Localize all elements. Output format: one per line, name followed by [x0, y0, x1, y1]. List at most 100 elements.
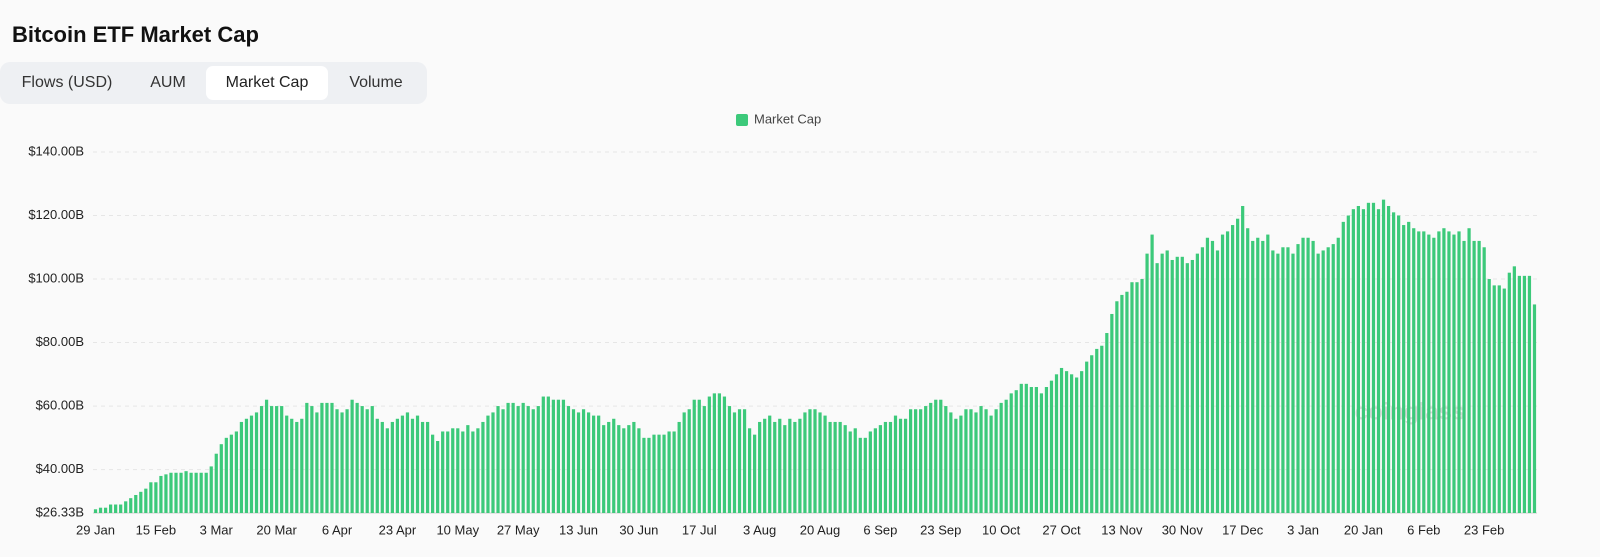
bar [722, 396, 727, 513]
bar [617, 425, 621, 513]
bar [1110, 313, 1114, 513]
bar [1220, 234, 1225, 513]
bar [712, 393, 716, 513]
bar [1225, 231, 1230, 514]
bar [959, 415, 963, 513]
bar [1185, 263, 1189, 513]
bar [939, 399, 943, 513]
bar [924, 406, 928, 513]
bar [1155, 263, 1159, 513]
bar [838, 421, 842, 513]
bar [330, 402, 334, 513]
bar [1331, 244, 1335, 513]
bar [1381, 199, 1386, 514]
bar [612, 418, 616, 513]
bar [1532, 304, 1537, 513]
y-tick-label: $26.33B [36, 504, 84, 519]
bar [471, 431, 475, 513]
legend-label: Market Cap [754, 111, 821, 126]
bar [410, 418, 415, 513]
bar [1432, 237, 1436, 513]
bar [607, 421, 611, 513]
bar [888, 421, 893, 513]
bar [1029, 387, 1033, 513]
bar [1266, 234, 1270, 513]
bar [108, 504, 113, 513]
bar [506, 402, 510, 513]
bar [758, 421, 762, 513]
bar [541, 396, 545, 513]
tab[interactable]: AUM [150, 74, 186, 91]
bar [1095, 348, 1099, 513]
tab[interactable]: Flows (USD) [21, 74, 113, 91]
bar [1386, 205, 1391, 513]
bar [154, 482, 158, 513]
bar [1150, 234, 1154, 513]
bar [1351, 209, 1355, 514]
bar [903, 418, 908, 513]
bar [1306, 237, 1310, 513]
bar [1009, 393, 1013, 513]
bar [139, 491, 143, 513]
bar [431, 434, 435, 513]
tab[interactable]: Volume [349, 74, 403, 91]
bar [159, 475, 163, 513]
bar [788, 418, 792, 513]
bar [1457, 231, 1461, 514]
bar [632, 421, 636, 513]
bar [1039, 393, 1044, 513]
y-tick-label: $60.00B [36, 398, 84, 413]
bar [300, 418, 304, 513]
y-tick-label: $120.00B [28, 207, 84, 222]
bar [350, 399, 354, 513]
bar [290, 418, 294, 513]
bar [219, 444, 223, 513]
bar [436, 441, 440, 513]
bar [1286, 247, 1290, 513]
x-tick-label: 20 Jan [1344, 522, 1383, 537]
x-tick-label: 13 Jun [559, 522, 598, 537]
bar [833, 421, 837, 513]
bar [737, 409, 742, 513]
x-tick-label: 13 Nov [1101, 522, 1143, 537]
bar [360, 406, 364, 513]
bar [204, 472, 208, 513]
bar [335, 409, 339, 513]
bar [244, 418, 249, 513]
x-tick-label: 27 May [497, 522, 540, 537]
x-tick-label: 17 Jul [682, 522, 717, 537]
bar [1502, 288, 1506, 513]
bar [622, 428, 626, 513]
bar [164, 474, 168, 513]
bar [310, 406, 314, 513]
bar [496, 406, 500, 513]
bar [1271, 250, 1275, 513]
bar [385, 428, 389, 513]
bar [93, 509, 98, 513]
bar [657, 434, 661, 513]
tab[interactable]: Market Cap [206, 66, 328, 100]
bar [1236, 218, 1240, 513]
bar [114, 504, 118, 513]
x-tick-label: 23 Sep [920, 522, 961, 537]
bar [969, 409, 973, 513]
bar [340, 412, 344, 513]
bar [697, 399, 701, 513]
bar [1230, 225, 1235, 513]
bar [1281, 247, 1285, 513]
bar [778, 418, 782, 513]
bar [1170, 259, 1174, 513]
bar [813, 409, 817, 513]
bar [853, 428, 857, 513]
bar [214, 453, 218, 513]
bar [456, 428, 460, 513]
bar [420, 421, 425, 513]
bar [783, 425, 787, 513]
bar [1522, 275, 1527, 513]
bar [1452, 234, 1456, 513]
bar [823, 415, 827, 513]
bar [551, 399, 555, 513]
bar [1442, 228, 1446, 513]
bar [1215, 250, 1220, 513]
